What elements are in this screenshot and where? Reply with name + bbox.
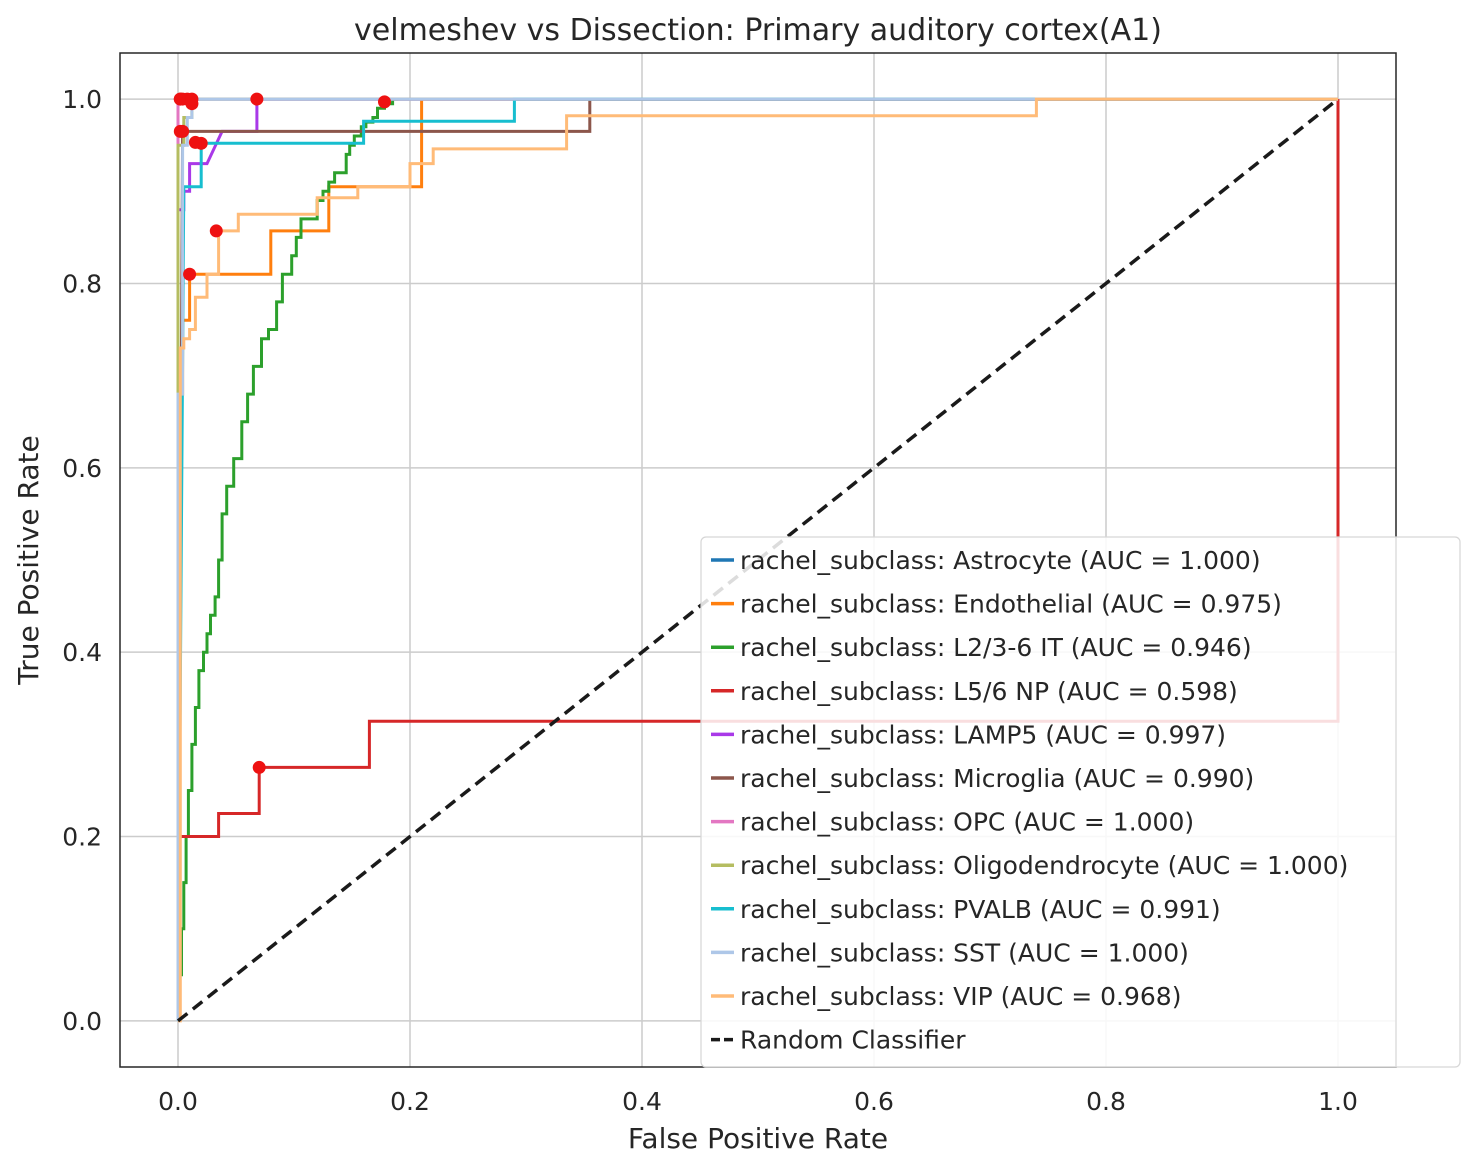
optimal-threshold-marker (252, 760, 266, 774)
legend-box (700, 536, 1461, 1068)
legend-label: rachel_subclass: Endothelial (AUC = 0.97… (740, 590, 1282, 619)
legend-label: rachel_subclass: Astrocyte (AUC = 1.000) (740, 546, 1261, 575)
y-axis-label: True Positive Rate (12, 435, 45, 685)
x-tick-label: 0.4 (622, 1087, 662, 1116)
legend-label: rachel_subclass: SST (AUC = 1.000) (740, 938, 1189, 967)
legend-label: Random Classifier (740, 1026, 966, 1055)
legend-label: rachel_subclass: OPC (AUC = 1.000) (740, 808, 1194, 837)
y-tick-label: 0.8 (62, 269, 102, 298)
roc-curve-line (178, 97, 399, 977)
optimal-threshold-marker (185, 92, 199, 106)
x-tick-label: 0.0 (158, 1087, 198, 1116)
y-tick-label: 0.0 (62, 1007, 102, 1036)
x-tick-label: 0.6 (854, 1087, 894, 1116)
legend: rachel_subclass: Astrocyte (AUC = 1.000)… (700, 536, 1461, 1068)
x-tick-label: 0.8 (1086, 1087, 1126, 1116)
legend-label: rachel_subclass: LAMP5 (AUC = 0.997) (740, 720, 1226, 749)
y-tick-label: 0.4 (62, 638, 102, 667)
x-tick-label: 0.2 (390, 1087, 430, 1116)
legend-label: rachel_subclass: VIP (AUC = 0.968) (740, 982, 1181, 1011)
optimal-threshold-marker (173, 124, 187, 138)
legend-label: rachel_subclass: PVALB (AUC = 0.991) (740, 895, 1221, 924)
x-tick-label: 1.0 (1318, 1087, 1358, 1116)
legend-label: rachel_subclass: L2/3-6 IT (AUC = 0.946) (740, 633, 1252, 662)
tick-labels: 0.0 0.2 0.4 0.6 0.8 1.0 0.0 0.2 0.4 0.6 0.8 1.0 (62, 85, 1358, 1116)
optimal-threshold-marker (173, 92, 187, 106)
roc-curve-line (176, 97, 1338, 1021)
legend-label: rachel_subclass: Oligodendrocyte (AUC = … (740, 851, 1348, 880)
roc-curve-line (178, 97, 1338, 1023)
plot-area (173, 92, 1340, 1023)
x-axis-label: False Positive Rate (628, 1122, 888, 1155)
optimal-threshold-marker (183, 267, 197, 281)
y-tick-label: 0.2 (62, 823, 102, 852)
y-tick-label: 1.0 (62, 85, 102, 114)
optimal-threshold-marker (188, 135, 202, 149)
legend-label: rachel_subclass: Microglia (AUC = 0.990) (740, 764, 1254, 793)
optimal-threshold-marker (377, 95, 391, 109)
optimal-threshold-marker (250, 92, 264, 106)
y-tick-label: 0.6 (62, 454, 102, 483)
optimal-threshold-marker (209, 224, 223, 238)
chart-title: velmeshev vs Dissection: Primary auditor… (354, 13, 1162, 48)
legend-label: rachel_subclass: L5/6 NP (AUC = 0.598) (740, 677, 1238, 706)
